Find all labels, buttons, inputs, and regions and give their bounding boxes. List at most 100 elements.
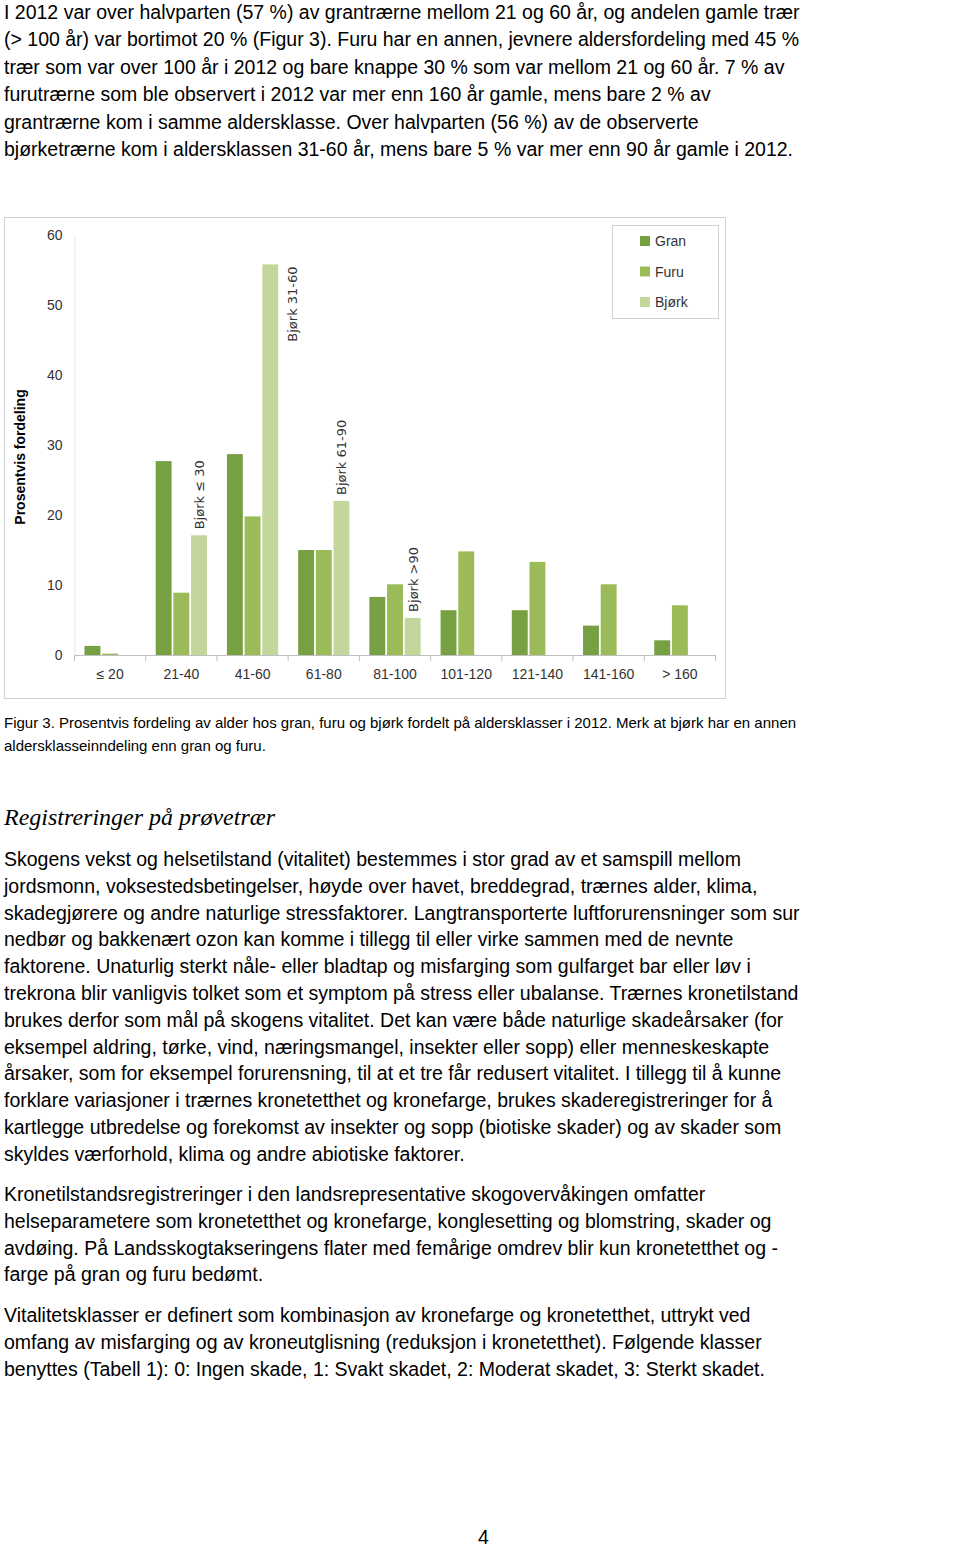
y-tick: 60 [47, 227, 75, 243]
text-line: bjørketrærne kom i aldersklassen 31-60 å… [4, 136, 793, 163]
legend: GranFuruBjørk [613, 226, 719, 319]
bar [512, 610, 528, 655]
bar [156, 461, 172, 655]
bar [369, 597, 385, 655]
bar [405, 618, 421, 655]
bar [334, 501, 350, 655]
bar [458, 551, 474, 655]
text-line: kartlegge utbredelse og forekomst av ins… [4, 1114, 781, 1141]
text-line: Skogens vekst og helsetilstand (vitalite… [4, 846, 741, 873]
category-separator [216, 655, 217, 661]
heading: Registreringer på prøvetrær [4, 800, 275, 834]
text-line: I 2012 var over halvparten (57 %) av gra… [4, 0, 800, 26]
x-tick-label: 141-160 [583, 666, 635, 682]
legend-swatch [640, 236, 650, 246]
y-tick-label: 40 [47, 367, 63, 383]
y-tick-label: 50 [47, 297, 63, 313]
text-line: faktorene. Unaturlig sterkt nåle- eller … [4, 953, 751, 980]
y-tick: 0 [55, 647, 75, 663]
x-axis-line [75, 655, 716, 656]
bar [529, 562, 545, 655]
x-tick-label: 101-120 [441, 666, 493, 682]
bar-labels: Bjørk ≤ 30 Bjørk 31-60 Bjørk 61-90 Bjørk >9… [192, 266, 421, 612]
page-number: 4 [478, 1524, 489, 1548]
y-tick-label: 0 [55, 647, 63, 663]
text-line: nedbør og bakkenært ozon kan komme i til… [4, 926, 733, 953]
text-line: benyttes (Tabell 1): 0: Ingen skade, 1: … [4, 1356, 765, 1383]
page: I 2012 var over halvparten (57 %) av gra… [0, 0, 960, 1548]
legend-label: Gran [655, 233, 686, 249]
category-separator [715, 655, 716, 661]
x-tick: 141-160 [583, 655, 635, 682]
y-tick: 40 [47, 367, 75, 383]
y-axis: 0 10 20 30 40 50 60 [47, 227, 75, 663]
text-line: furutrærne som ble observert i 2012 var … [4, 81, 711, 108]
text-line: trær som var over 100 år i 2012 og bare … [4, 54, 784, 81]
bar [102, 654, 118, 655]
x-tick: ≤ 20 [97, 655, 124, 682]
text-line: skadegjørere og andre naturlige stressfa… [4, 900, 800, 927]
bar [262, 264, 278, 655]
bar-label: Bjørk ≤ 30 [192, 460, 207, 529]
text-line: omfang av misfarging og av kroneutglisni… [4, 1329, 762, 1356]
text-line: Kronetilstandsregistreringer i den lands… [4, 1181, 705, 1208]
bar-label: Bjørk >90 [406, 547, 421, 612]
bar [316, 550, 332, 655]
y-tick-label: 20 [47, 507, 63, 523]
bar-label: Bjørk 61-90 [334, 420, 349, 495]
bar [191, 535, 207, 655]
x-tick-label: ≤ 20 [97, 666, 124, 682]
bar [173, 593, 189, 655]
bar [227, 454, 243, 655]
text-line: trekrona blir vanligvis tolket som et sy… [4, 980, 798, 1007]
bar [245, 516, 261, 655]
category-separator [430, 655, 431, 661]
bar [672, 605, 688, 655]
text-line: eksempel aldring, tørke, vind, næringsma… [4, 1034, 769, 1061]
chart-frame [5, 218, 726, 699]
chart: Bjørk ≤ 30 Bjørk 31-60 Bjørk 61-90 Bjørk >9… [0, 212, 730, 704]
text-line: (> 100 år) var bortimot 20 % (Figur 3). … [4, 26, 799, 53]
x-tick: 61-80 [306, 655, 342, 682]
text-line: Vitalitetsklasser er definert som kombin… [4, 1302, 750, 1329]
bar [601, 584, 617, 655]
text-line: skyldes værforhold, klima og andre abiot… [4, 1141, 465, 1168]
legend-swatch [640, 267, 650, 277]
x-tick: 101-120 [441, 655, 493, 682]
x-tick: 21-40 [163, 655, 199, 682]
x-tick: 81-100 [373, 655, 417, 682]
y-tick-label: 60 [47, 227, 63, 243]
bar [298, 550, 314, 655]
text-line: avdøing. På Landsskogtakseringens flater… [4, 1235, 778, 1262]
text-line: Figur 3. Prosentvis fordeling av alder h… [4, 711, 796, 734]
category-separator [359, 655, 360, 661]
text-line: grantrærne kom i samme aldersklasse. Ove… [4, 109, 699, 136]
text-line: brukes derfor som mål på skogens vitalit… [4, 1007, 783, 1034]
text-line: farge på gran og furu bedømt. [4, 1261, 263, 1288]
y-tick-label: 30 [47, 437, 63, 453]
x-tick: 121-140 [512, 655, 564, 682]
legend-swatch [640, 297, 650, 307]
text-line: årsaker, som for eksempel forurensning, … [4, 1060, 781, 1087]
x-tick-label: > 160 [662, 666, 698, 682]
text-line: helseparametere som kronetetthet og kron… [4, 1208, 771, 1235]
x-tick-label: 121-140 [512, 666, 564, 682]
bar-label: Bjørk 31-60 [285, 266, 300, 341]
x-tick: > 160 [662, 655, 698, 682]
x-tick: 41-60 [235, 655, 271, 682]
x-tick-label: 61-80 [306, 666, 342, 682]
category-separator [501, 655, 502, 661]
x-tick-label: 81-100 [373, 666, 417, 682]
text-line: jordsmonn, voksestedsbetingelser, høyde … [4, 873, 757, 900]
category-separator [288, 655, 289, 661]
y-tick: 10 [47, 577, 75, 593]
category-separator [644, 655, 645, 661]
x-tick-label: 21-40 [163, 666, 199, 682]
bar [387, 584, 403, 655]
legend-label: Furu [655, 264, 684, 280]
category-separator [145, 655, 146, 661]
bar [654, 640, 670, 655]
bar [84, 646, 100, 655]
y-tick-label: 10 [47, 577, 63, 593]
y-tick: 50 [47, 297, 75, 313]
